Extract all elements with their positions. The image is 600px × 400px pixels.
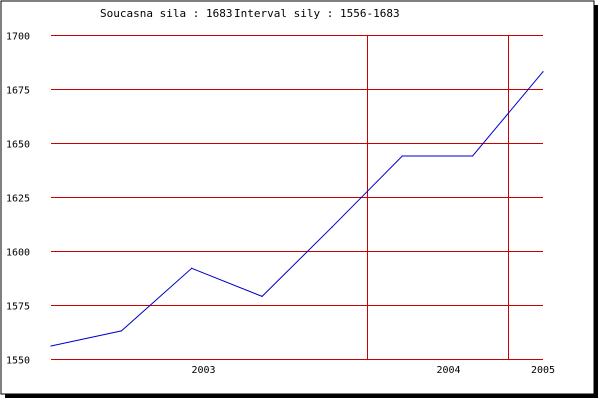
data-point-2 xyxy=(120,330,122,332)
series-layer xyxy=(50,71,544,347)
data-point-1 xyxy=(50,345,52,347)
grid xyxy=(51,35,543,360)
axis-tick-labels: 1550 1575 1600 1625 1650 1675 1700 2003 2004 2005 xyxy=(6,32,555,377)
y-tick-label-1625: 1625 xyxy=(6,194,30,205)
data-point-5 xyxy=(331,226,333,228)
data-point-6 xyxy=(401,155,403,157)
series-line-1 xyxy=(50,71,544,347)
x-tick-label-2003: 2003 xyxy=(191,365,215,376)
y-tick-label-1600: 1600 xyxy=(6,248,30,259)
x-tick-label-2004: 2004 xyxy=(436,365,460,376)
data-point-4 xyxy=(261,295,263,297)
data-point-7 xyxy=(472,155,474,157)
y-tick-label-1675: 1675 xyxy=(6,86,30,97)
y-tick-label-1650: 1650 xyxy=(6,140,30,151)
y-tick-label-1575: 1575 xyxy=(6,302,30,313)
strength-interval-label: Interval sily : 1556-1683 xyxy=(234,7,400,20)
data-point-3 xyxy=(191,267,193,269)
current-strength-label: Soucasna sila : 1683 xyxy=(100,7,232,20)
y-tick-label-1700: 1700 xyxy=(6,32,30,43)
data-point-8 xyxy=(542,71,544,73)
y-tick-label-1550: 1550 xyxy=(6,356,30,367)
x-tick-label-2005: 2005 xyxy=(531,365,555,376)
